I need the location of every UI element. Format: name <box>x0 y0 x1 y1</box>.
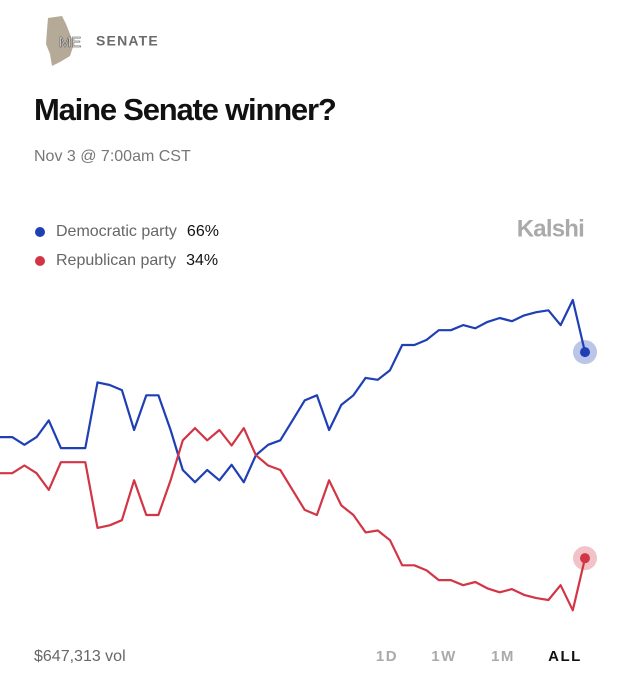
range-button[interactable]: 1W <box>431 648 457 665</box>
chart-title: Maine Senate winner? <box>34 92 336 127</box>
state-code: ME <box>59 34 82 51</box>
range-buttons: 1D 1W 1M ALL <box>376 648 582 665</box>
current-dot <box>580 347 590 358</box>
range-button[interactable]: 1M <box>491 648 515 665</box>
legend-value: 34% <box>186 252 218 269</box>
plot <box>0 298 597 612</box>
legend-dot <box>35 256 45 266</box>
current-dot <box>580 553 590 564</box>
legend: Democratic party 66% Republican party 34% <box>35 223 219 269</box>
range-button[interactable]: 1D <box>376 648 398 665</box>
legend-dot <box>35 227 45 237</box>
chart-subtitle: Nov 3 @ 7:00am CST <box>34 148 191 165</box>
legend-value: 66% <box>187 223 219 240</box>
brand-logo: Kalshi <box>517 215 584 242</box>
state-icon <box>46 16 74 66</box>
section-label: SENATE <box>96 33 159 49</box>
series-line <box>0 427 587 612</box>
legend-name: Republican party <box>56 252 176 269</box>
range-button[interactable]: ALL <box>548 648 582 665</box>
series-line <box>0 298 587 484</box>
legend-name: Democratic party <box>56 223 177 240</box>
volume: $647,313 vol <box>34 648 126 665</box>
